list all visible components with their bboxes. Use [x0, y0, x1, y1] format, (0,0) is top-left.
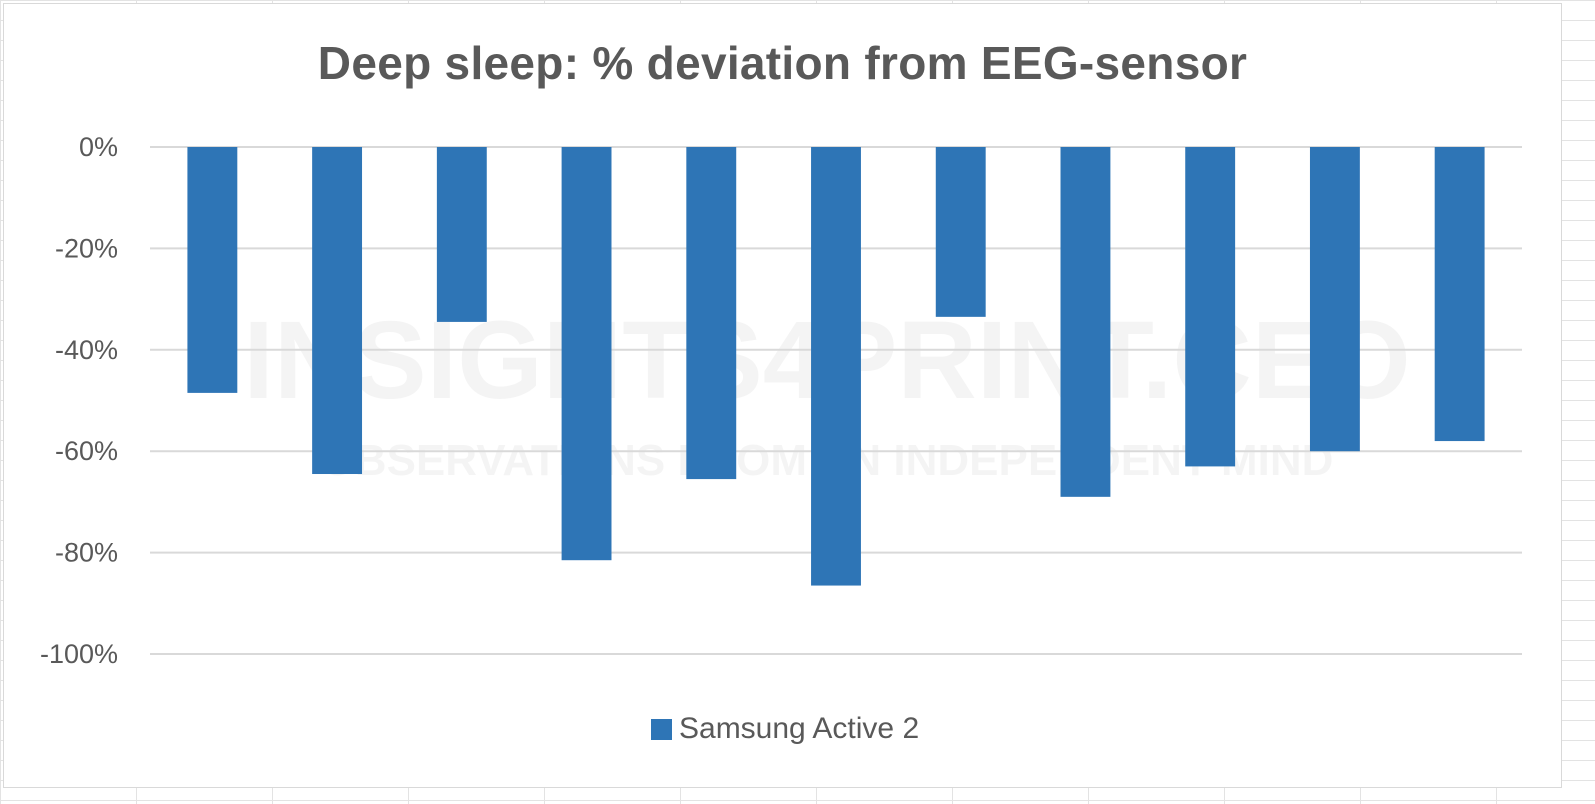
- bar[interactable]: [436, 147, 487, 322]
- bars: [187, 147, 1485, 586]
- chart-title: Deep sleep: % deviation from EEG-sensor: [317, 37, 1248, 89]
- bar[interactable]: [1434, 147, 1485, 442]
- legend-label: Samsung Active 2: [679, 712, 920, 745]
- legend[interactable]: Samsung Active 2: [651, 711, 919, 747]
- y-tick-label: -60%: [55, 436, 118, 466]
- y-axis-tick-labels: 0% -20% -40% -60% -80% -100%: [40, 132, 118, 669]
- bar[interactable]: [686, 147, 737, 480]
- bar[interactable]: [1309, 147, 1360, 452]
- bar[interactable]: [1060, 147, 1111, 497]
- bar[interactable]: [187, 147, 238, 393]
- bar[interactable]: [935, 147, 986, 317]
- y-tick-label: 0%: [79, 132, 118, 162]
- y-tick-label: -20%: [55, 233, 118, 263]
- y-tick-label: -40%: [55, 335, 118, 365]
- y-tick-label: -80%: [55, 538, 118, 568]
- legend-swatch: [651, 718, 672, 740]
- y-tick-label: -100%: [40, 639, 118, 669]
- bar[interactable]: [811, 147, 861, 586]
- bar[interactable]: [561, 147, 612, 561]
- bar[interactable]: [1185, 147, 1236, 467]
- bar[interactable]: [312, 147, 363, 475]
- chart-area[interactable]: [3, 3, 1562, 788]
